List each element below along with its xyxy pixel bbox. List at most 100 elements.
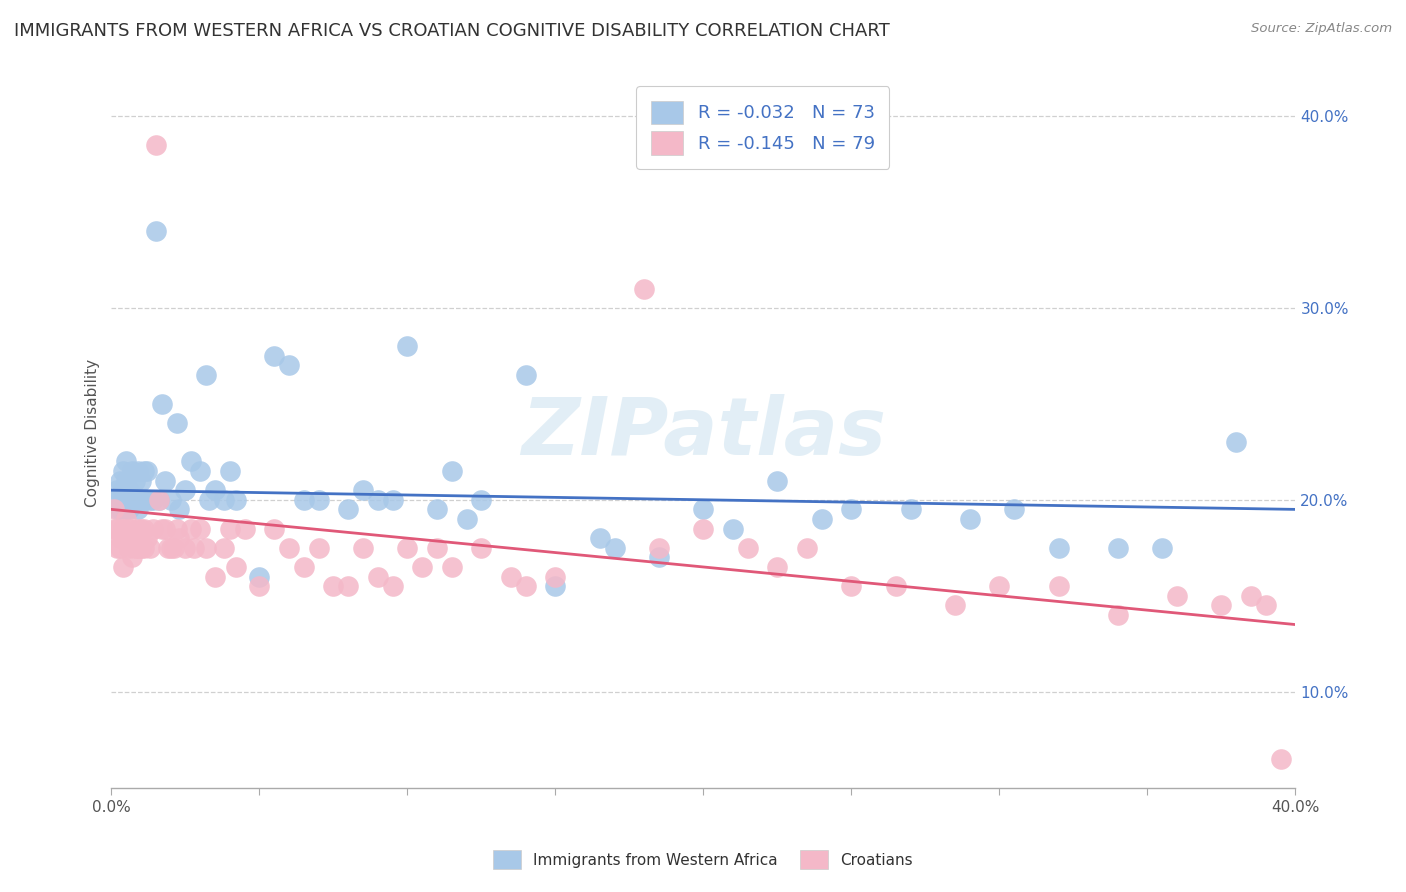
Point	[103, 492, 125, 507]
Point	[440, 560, 463, 574]
Point	[112, 522, 135, 536]
Point	[766, 474, 789, 488]
Point	[103, 522, 125, 536]
Point	[841, 579, 863, 593]
Point	[648, 541, 671, 555]
Point	[225, 492, 247, 507]
Point	[204, 483, 226, 498]
Text: Source: ZipAtlas.com: Source: ZipAtlas.com	[1251, 22, 1392, 36]
Legend: R = -0.032   N = 73, R = -0.145   N = 79: R = -0.032 N = 73, R = -0.145 N = 79	[636, 87, 889, 169]
Point	[105, 502, 128, 516]
Point	[148, 492, 170, 507]
Point	[426, 541, 449, 555]
Point	[118, 522, 141, 536]
Point	[1047, 579, 1070, 593]
Point	[198, 492, 221, 507]
Point	[110, 531, 132, 545]
Point	[367, 492, 389, 507]
Point	[129, 474, 152, 488]
Point	[1254, 599, 1277, 613]
Point	[796, 541, 818, 555]
Point	[381, 579, 404, 593]
Point	[218, 522, 240, 536]
Point	[195, 368, 218, 382]
Point	[396, 339, 419, 353]
Legend: Immigrants from Western Africa, Croatians: Immigrants from Western Africa, Croatian…	[486, 844, 920, 875]
Point	[118, 502, 141, 516]
Point	[127, 502, 149, 516]
Point	[118, 483, 141, 498]
Point	[692, 522, 714, 536]
Point	[337, 502, 360, 516]
Point	[174, 541, 197, 555]
Point	[115, 512, 138, 526]
Point	[841, 502, 863, 516]
Point	[195, 541, 218, 555]
Point	[352, 541, 374, 555]
Point	[603, 541, 626, 555]
Point	[115, 531, 138, 545]
Point	[127, 464, 149, 478]
Point	[212, 541, 235, 555]
Point	[132, 464, 155, 478]
Point	[153, 474, 176, 488]
Point	[411, 560, 433, 574]
Point	[166, 416, 188, 430]
Point	[188, 522, 211, 536]
Point	[1107, 541, 1129, 555]
Point	[470, 492, 492, 507]
Point	[132, 522, 155, 536]
Point	[150, 397, 173, 411]
Point	[367, 569, 389, 583]
Point	[204, 569, 226, 583]
Point	[124, 492, 146, 507]
Point	[166, 522, 188, 536]
Point	[169, 502, 191, 516]
Text: IMMIGRANTS FROM WESTERN AFRICA VS CROATIAN COGNITIVE DISABILITY CORRELATION CHAR: IMMIGRANTS FROM WESTERN AFRICA VS CROATI…	[14, 22, 890, 40]
Point	[121, 550, 143, 565]
Point	[959, 512, 981, 526]
Point	[153, 522, 176, 536]
Point	[426, 502, 449, 516]
Point	[150, 522, 173, 536]
Point	[212, 492, 235, 507]
Point	[470, 541, 492, 555]
Point	[121, 464, 143, 478]
Text: ZIPatlas: ZIPatlas	[522, 393, 886, 472]
Point	[127, 541, 149, 555]
Point	[174, 483, 197, 498]
Point	[105, 541, 128, 555]
Point	[110, 502, 132, 516]
Point	[1107, 607, 1129, 622]
Point	[515, 368, 537, 382]
Point	[515, 579, 537, 593]
Point	[225, 560, 247, 574]
Point	[943, 599, 966, 613]
Point	[127, 522, 149, 536]
Point	[142, 492, 165, 507]
Point	[766, 560, 789, 574]
Point	[159, 492, 181, 507]
Point	[544, 579, 567, 593]
Point	[988, 579, 1011, 593]
Point	[124, 474, 146, 488]
Point	[263, 522, 285, 536]
Point	[121, 492, 143, 507]
Point	[249, 569, 271, 583]
Point	[322, 579, 344, 593]
Point	[129, 522, 152, 536]
Point	[292, 492, 315, 507]
Point	[139, 492, 162, 507]
Point	[180, 454, 202, 468]
Point	[692, 502, 714, 516]
Point	[884, 579, 907, 593]
Point	[159, 541, 181, 555]
Point	[396, 541, 419, 555]
Point	[1240, 589, 1263, 603]
Point	[118, 541, 141, 555]
Point	[105, 483, 128, 498]
Point	[124, 541, 146, 555]
Point	[156, 541, 179, 555]
Point	[544, 569, 567, 583]
Point	[136, 464, 159, 478]
